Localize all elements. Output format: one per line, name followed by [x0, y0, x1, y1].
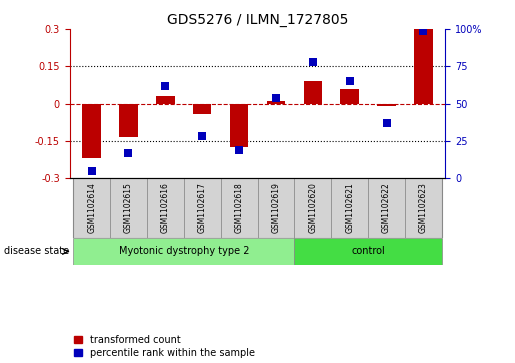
- Bar: [258, 178, 295, 238]
- Point: [272, 95, 280, 101]
- Bar: [368, 178, 405, 238]
- Text: Myotonic dystrophy type 2: Myotonic dystrophy type 2: [118, 246, 249, 256]
- Text: disease state: disease state: [4, 246, 69, 256]
- Text: GSM1102620: GSM1102620: [308, 182, 317, 233]
- Text: GSM1102618: GSM1102618: [234, 182, 244, 233]
- Bar: [340, 89, 359, 103]
- Bar: [73, 178, 110, 238]
- Bar: [295, 178, 331, 238]
- Point: [308, 59, 317, 65]
- Bar: [156, 96, 175, 103]
- Bar: [405, 178, 442, 238]
- Text: GSM1102614: GSM1102614: [87, 182, 96, 233]
- Bar: [303, 81, 322, 103]
- Bar: [184, 178, 220, 238]
- Point: [125, 150, 133, 156]
- Point: [346, 78, 354, 84]
- Point: [419, 28, 427, 33]
- Bar: [73, 238, 295, 265]
- Bar: [220, 178, 258, 238]
- Legend: transformed count, percentile rank within the sample: transformed count, percentile rank withi…: [74, 335, 255, 358]
- Text: control: control: [351, 246, 385, 256]
- Bar: [147, 178, 184, 238]
- Point: [382, 120, 390, 126]
- Text: GSM1102619: GSM1102619: [271, 182, 281, 233]
- Bar: [193, 103, 212, 114]
- Title: GDS5276 / ILMN_1727805: GDS5276 / ILMN_1727805: [167, 13, 348, 26]
- Text: GSM1102623: GSM1102623: [419, 182, 428, 233]
- Bar: [414, 29, 433, 103]
- Bar: [377, 103, 396, 106]
- Bar: [110, 178, 147, 238]
- Bar: [119, 103, 138, 137]
- Point: [235, 147, 243, 153]
- Bar: [82, 103, 101, 158]
- Bar: [230, 103, 248, 147]
- Text: GSM1102617: GSM1102617: [198, 182, 207, 233]
- Text: GSM1102615: GSM1102615: [124, 182, 133, 233]
- Text: GSM1102621: GSM1102621: [345, 182, 354, 233]
- Text: GSM1102616: GSM1102616: [161, 182, 170, 233]
- Bar: [267, 101, 285, 103]
- Text: GSM1102622: GSM1102622: [382, 182, 391, 233]
- Bar: [331, 178, 368, 238]
- Point: [88, 168, 96, 174]
- Bar: [295, 238, 442, 265]
- Point: [161, 83, 169, 89]
- Point: [198, 134, 207, 139]
